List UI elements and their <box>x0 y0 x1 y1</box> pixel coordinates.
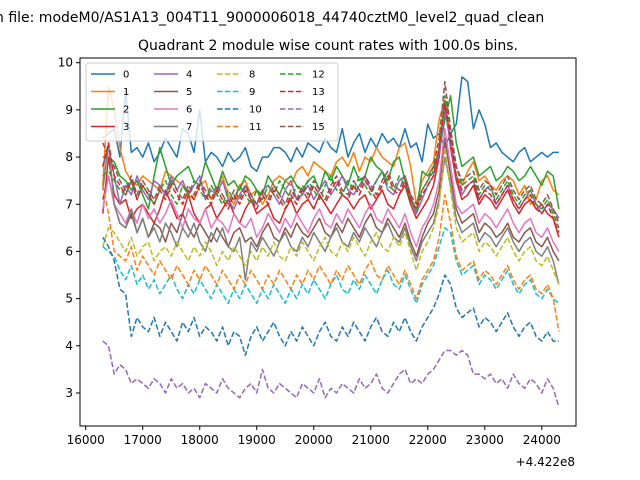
legend-label-4: 4 <box>186 70 192 81</box>
series-line-2 <box>102 94 560 215</box>
x-tick-label: 19000 <box>238 433 276 447</box>
series-line-6 <box>102 128 560 252</box>
x-tick-label: 24000 <box>523 433 561 447</box>
y-axis: 3 4 5 6 7 8 9 10 <box>58 56 80 400</box>
y-tick-label: 6 <box>65 244 73 258</box>
series-line-15 <box>102 80 560 224</box>
legend-label-10: 10 <box>249 105 262 116</box>
window-title: n file: modeM0/AS1A13_004T11_9000006018_… <box>0 10 544 26</box>
legend-label-0: 0 <box>123 70 129 81</box>
legend-label-6: 6 <box>186 105 192 116</box>
series-line-8 <box>102 146 560 285</box>
series-line-10 <box>102 236 559 356</box>
y-tick-label: 4 <box>65 339 73 353</box>
x-tick-label: 17000 <box>124 433 162 447</box>
legend-label-15: 15 <box>312 122 325 133</box>
y-tick-label: 8 <box>65 150 73 164</box>
series-line-11 <box>102 185 560 332</box>
series-line-9 <box>102 227 560 305</box>
series-line-14 <box>102 340 560 408</box>
series-line-13 <box>102 104 560 233</box>
legend-label-14: 14 <box>312 105 325 116</box>
x-tick-label: 21000 <box>352 433 390 447</box>
legend-frame <box>85 62 339 142</box>
legend-label-3: 3 <box>123 122 129 133</box>
x-tick-label: 18000 <box>181 433 219 447</box>
series-line-4 <box>102 109 560 219</box>
legend-label-8: 8 <box>249 70 255 81</box>
x-tick-label: 22000 <box>409 433 447 447</box>
legend-label-13: 13 <box>312 87 325 98</box>
y-tick-label: 10 <box>58 56 73 70</box>
y-tick-label: 5 <box>65 292 73 306</box>
legend-label-2: 2 <box>123 105 129 116</box>
legend-label-1: 1 <box>123 87 129 98</box>
legend-label-7: 7 <box>186 122 192 133</box>
axes-frame <box>79 57 577 427</box>
series-line-7 <box>102 142 560 285</box>
series-line-0 <box>102 76 559 172</box>
x-axis: 16000 17000 18000 19000 20000 21000 22000 23000… <box>67 426 561 447</box>
y-tick-label: 9 <box>65 103 73 117</box>
x-tick-label: 20000 <box>295 433 333 447</box>
legend-label-12: 12 <box>312 70 325 81</box>
x-tick-label: 16000 <box>67 433 105 447</box>
legend-label-11: 11 <box>249 122 262 133</box>
series-layer <box>102 76 560 408</box>
legend-label-5: 5 <box>186 87 192 98</box>
chart-title: Quadrant 2 module wise count rates with … <box>138 38 518 54</box>
y-tick-label: 3 <box>65 386 73 400</box>
x-offset-label: +4.422e8 <box>516 455 575 469</box>
y-tick-label: 7 <box>65 197 73 211</box>
x-tick-label: 23000 <box>466 433 504 447</box>
legend-label-9: 9 <box>249 87 255 98</box>
